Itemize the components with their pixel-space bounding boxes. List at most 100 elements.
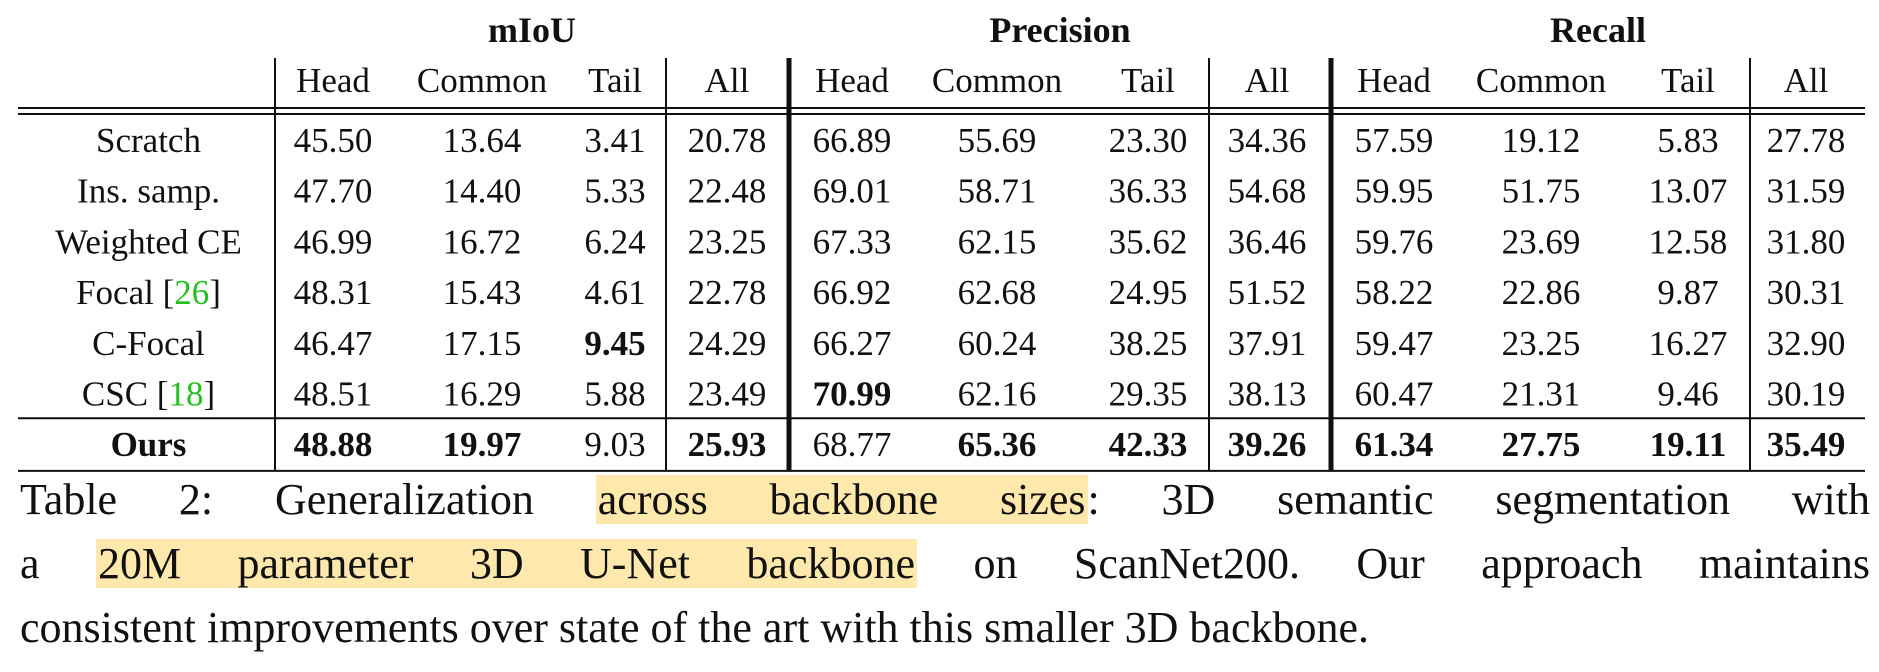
- table-cell: 48.88: [294, 425, 373, 464]
- table-cell: 59.76: [1355, 222, 1434, 261]
- table-cell: 4.61: [584, 273, 645, 312]
- table-caption: Table 2: Generalization across backbone …: [20, 468, 1870, 660]
- table-cell: 39.26: [1228, 425, 1307, 464]
- table-cell: 22.86: [1502, 273, 1581, 312]
- table-body: Scratch 45.50 13.64 3.41 20.78 66.89 55.69 23.3…: [55, 121, 1845, 464]
- citation-link[interactable]: 26: [174, 273, 209, 312]
- table-cell: 22.78: [688, 273, 767, 312]
- table-cell: 6.24: [584, 222, 645, 261]
- table-cell: 68.77: [813, 425, 892, 464]
- table-cell: 5.88: [584, 375, 645, 414]
- table-cell: 20.78: [688, 121, 767, 160]
- column-header: Tail: [1661, 61, 1715, 100]
- table-cell: 3.41: [584, 121, 645, 160]
- table-cell: 32.90: [1767, 324, 1846, 363]
- method-label: Weighted CE: [55, 222, 242, 261]
- table-cell: 62.16: [958, 375, 1037, 414]
- caption-line-1: Table 2: Generalization across backbone …: [20, 468, 1870, 532]
- caption-text: on ScanNet200. Our approach maintains: [917, 539, 1870, 588]
- table-cell: 69.01: [813, 172, 892, 211]
- table-cell: 35.62: [1109, 222, 1188, 261]
- group-header: mIoU: [488, 10, 576, 50]
- table-cell: 9.46: [1657, 375, 1718, 414]
- table-cell: 16.27: [1649, 324, 1728, 363]
- table-cell: 21.31: [1502, 375, 1581, 414]
- column-header: Head: [296, 61, 370, 100]
- table-cell: 36.33: [1109, 172, 1188, 211]
- method-label: C-Focal: [92, 324, 205, 363]
- method-name: C-Focal: [92, 324, 205, 363]
- method-label: Focal [26]: [76, 273, 221, 312]
- column-header: Common: [1476, 61, 1606, 100]
- table-cell: 30.19: [1767, 375, 1846, 414]
- table-cell: 36.46: [1228, 222, 1307, 261]
- method-name: Ours: [111, 425, 187, 464]
- table-cell: 23.25: [688, 222, 767, 261]
- table-cell: 66.89: [813, 121, 892, 160]
- table-cell: 35.49: [1767, 425, 1846, 464]
- table-cell: 23.49: [688, 375, 767, 414]
- table-cell: 19.12: [1502, 121, 1581, 160]
- caption-highlight: 20M parameter 3D U-Net backbone: [95, 539, 918, 588]
- method-name: Scratch: [96, 121, 201, 160]
- table-cell: 17.15: [443, 324, 522, 363]
- column-header: Tail: [1121, 61, 1175, 100]
- table-cell: 27.75: [1502, 425, 1581, 464]
- table-cell: 58.71: [958, 172, 1037, 211]
- caption-text: a: [20, 539, 96, 588]
- table-cell: 66.27: [813, 324, 892, 363]
- table-cell: 48.31: [294, 273, 373, 312]
- table-cell: 46.99: [294, 222, 373, 261]
- table-cell: 38.25: [1109, 324, 1188, 363]
- table-cell: 25.93: [688, 425, 767, 464]
- table-cell: 62.15: [958, 222, 1037, 261]
- table-cell: 24.95: [1109, 273, 1188, 312]
- citation-link[interactable]: 18: [168, 375, 203, 414]
- column-header: All: [1784, 61, 1829, 100]
- method-label: CSC [18]: [82, 375, 215, 414]
- table-cell: 15.43: [443, 273, 522, 312]
- caption-line-3: consistent improvements over state of th…: [20, 603, 1370, 652]
- table-cell: 51.52: [1228, 273, 1307, 312]
- table-cell: 16.29: [443, 375, 522, 414]
- table-cell: 19.97: [443, 425, 522, 464]
- table-cell: 47.70: [294, 172, 373, 211]
- table-headers: mIoU Precision Recall Head Common Tail All Head…: [296, 10, 1829, 100]
- table-cell: 34.36: [1228, 121, 1307, 160]
- table-cell: 67.33: [813, 222, 892, 261]
- table-rules: [18, 58, 1865, 472]
- method-name: Weighted CE: [55, 222, 242, 261]
- table-cell: 5.83: [1657, 121, 1718, 160]
- table-cell: 23.25: [1502, 324, 1581, 363]
- method-name: Ins. samp.: [77, 172, 220, 211]
- method-name: CSC: [82, 375, 148, 414]
- table-cell: 51.75: [1502, 172, 1581, 211]
- table-cell: 48.51: [294, 375, 373, 414]
- caption-text: Table 2: Generalization: [20, 475, 596, 524]
- table-cell: 46.47: [294, 324, 373, 363]
- table-cell: 31.80: [1767, 222, 1846, 261]
- table-cell: 22.48: [688, 172, 767, 211]
- table-cell: 45.50: [294, 121, 373, 160]
- table-cell: 13.64: [443, 121, 522, 160]
- table-cell: 14.40: [443, 172, 522, 211]
- table-cell: 9.03: [584, 425, 645, 464]
- table-cell: 62.68: [958, 273, 1037, 312]
- table-cell: 58.22: [1355, 273, 1434, 312]
- table-cell: 19.11: [1650, 425, 1727, 464]
- table-cell: 38.13: [1228, 375, 1307, 414]
- table-cell: 31.59: [1767, 172, 1846, 211]
- table-cell: 24.29: [688, 324, 767, 363]
- method-label: Ours: [111, 425, 187, 464]
- table-cell: 60.24: [958, 324, 1037, 363]
- table-cell: 23.30: [1109, 121, 1188, 160]
- table-cell: 54.68: [1228, 172, 1307, 211]
- table-cell: 23.69: [1502, 222, 1581, 261]
- table-cell: 60.47: [1355, 375, 1434, 414]
- table-cell: 16.72: [443, 222, 522, 261]
- column-header: All: [705, 61, 750, 100]
- table-cell: 61.34: [1355, 425, 1434, 464]
- column-header: Common: [932, 61, 1062, 100]
- table-cell: 66.92: [813, 273, 892, 312]
